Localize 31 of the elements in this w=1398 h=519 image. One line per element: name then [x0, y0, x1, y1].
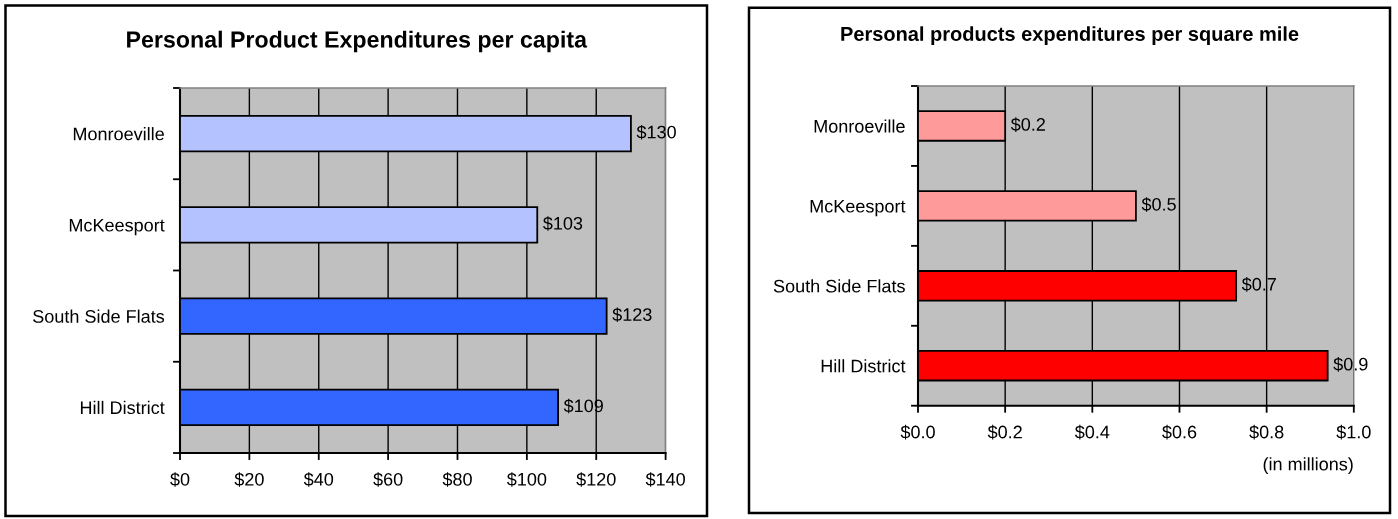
data-label: $130 [636, 124, 676, 140]
y-tick-label: Monroeville [814, 119, 905, 133]
x-tick-label: $0.8 [1249, 424, 1284, 440]
y-tick-label: Monroeville [73, 127, 164, 141]
x-tick-label: $40 [303, 472, 334, 487]
data-label: $123 [612, 307, 652, 323]
x-tick-label: $140 [645, 472, 685, 487]
y-tick-label: McKeesport [810, 200, 906, 217]
x-tick-label: $60 [373, 472, 403, 487]
x-tick-label: $80 [442, 472, 472, 487]
x-tick-label: $0 [170, 472, 190, 487]
x-axis-title: (in millions) [1263, 457, 1353, 475]
data-label: $0.9 [1333, 357, 1368, 372]
x-tick-label: $0.6 [1162, 424, 1197, 440]
x-tick-label: $1.0 [1336, 424, 1371, 440]
x-tick-label: $20 [234, 472, 264, 487]
y-tick-label: Hill District [80, 400, 165, 415]
y-tick-label: South Side Flats [773, 279, 905, 293]
data-label: $103 [543, 216, 583, 231]
chart-title: Personal products expenditures per square mile [841, 26, 1299, 45]
y-tick-label: South Side Flats [33, 309, 165, 323]
x-tick-label: $0.0 [900, 424, 935, 440]
x-tick-label: $0.2 [987, 424, 1022, 440]
y-tick-label: Hill District [821, 359, 906, 373]
x-tick-label: $100 [506, 472, 547, 487]
data-label: $0.2 [1010, 117, 1045, 132]
x-tick-label: $0.4 [1074, 424, 1110, 440]
y-tick-label: McKeesport [69, 219, 165, 236]
data-label: $0.5 [1141, 197, 1176, 212]
x-tick-label: $120 [576, 472, 616, 487]
chart-title: Personal Product Expenditures per capita [127, 30, 588, 53]
